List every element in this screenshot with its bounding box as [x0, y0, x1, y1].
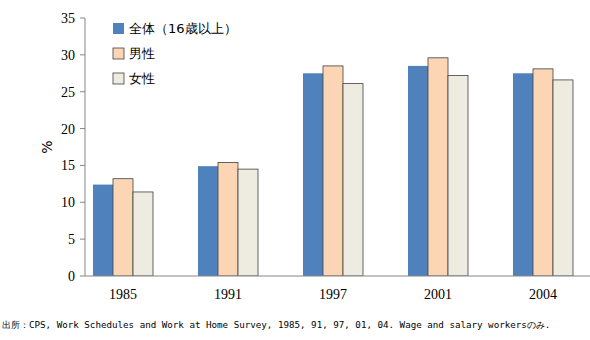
y-tick — [80, 128, 85, 129]
y-tick-label: 35 — [61, 11, 75, 26]
y-tick — [80, 276, 85, 277]
y-tick-label: 15 — [61, 158, 75, 173]
chart: 0 5 10 15 20 25 30 35% 1985 1991 1997 2001 2004 全体（16… — [0, 0, 590, 340]
x-tick-label: 2004 — [529, 287, 557, 302]
bar — [303, 73, 323, 276]
y-tick — [80, 239, 85, 240]
legend-label: 女性 — [129, 71, 155, 86]
bar — [448, 75, 468, 276]
source-note: 出所：CPS, Work Schedules and Work at Home … — [2, 319, 550, 330]
y-tick — [80, 18, 85, 19]
y-tick — [80, 165, 85, 166]
bar — [343, 84, 363, 276]
x-axis — [85, 276, 590, 277]
legend-label: 全体（16歳以上） — [129, 21, 237, 36]
bar — [218, 162, 238, 276]
legend-swatch — [113, 73, 124, 84]
bar — [198, 166, 218, 276]
bar — [323, 66, 343, 276]
y-tick — [80, 54, 85, 55]
y-tick-label: 20 — [61, 122, 75, 137]
x-tick-label: 1991 — [214, 287, 242, 302]
legend-label: 男性 — [129, 46, 155, 61]
y-tick-label: 10 — [61, 195, 75, 210]
x-tick-label: 2001 — [424, 287, 452, 302]
legend-swatch — [113, 48, 124, 59]
y-tick — [80, 202, 85, 203]
bar — [533, 69, 553, 276]
y-tick-label: 30 — [61, 48, 75, 63]
y-tick-label: 0 — [68, 269, 75, 284]
bar — [428, 58, 448, 276]
x-tick-label: 1997 — [319, 287, 347, 302]
y-tick-label: 5 — [68, 232, 75, 247]
y-axis-label: % — [39, 140, 55, 153]
bar — [238, 169, 258, 276]
y-tick-label: 25 — [61, 85, 75, 100]
bars — [93, 58, 573, 276]
bar — [113, 179, 133, 276]
y-tick — [80, 91, 85, 92]
bar — [513, 73, 533, 276]
legend-swatch — [113, 23, 124, 34]
y-axis — [85, 18, 86, 276]
bar — [93, 185, 113, 276]
bar — [553, 80, 573, 276]
bar — [408, 66, 428, 276]
bar — [133, 192, 153, 276]
x-tick-label: 1985 — [109, 287, 137, 302]
